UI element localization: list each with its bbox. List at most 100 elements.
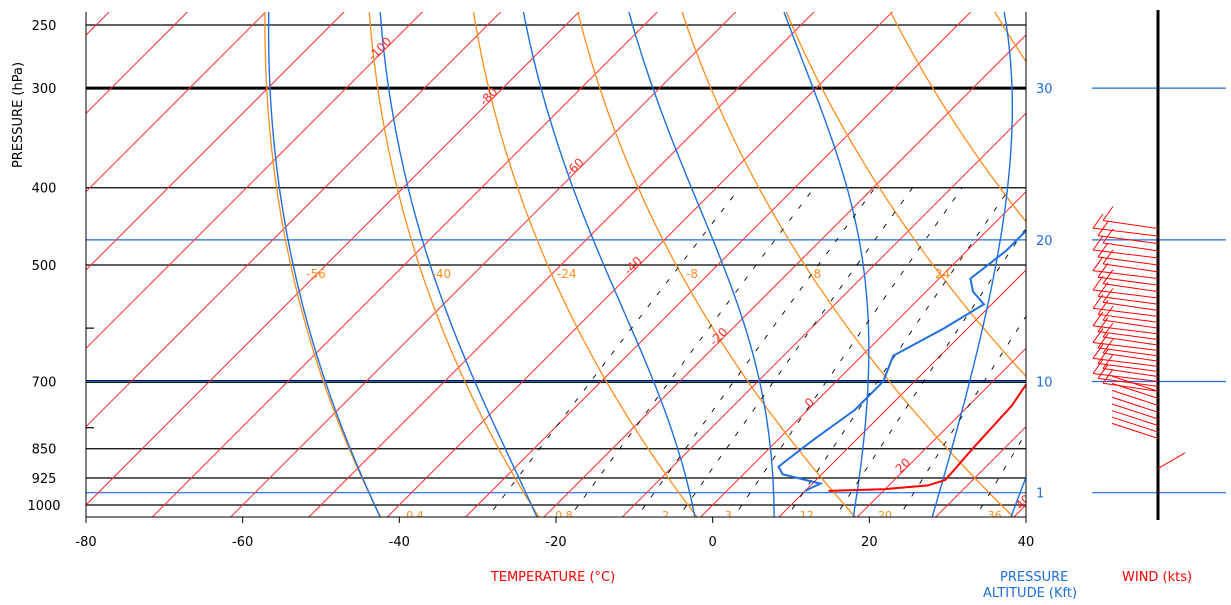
pressure-tick-label: 400 (32, 182, 57, 197)
isotherm-line (86, 12, 267, 193)
x-tick-label: -40 (389, 535, 410, 550)
dry-adiabat-label: 24 (935, 267, 950, 281)
y-axis-label: PRESSURE (hPa) (11, 62, 26, 168)
dry-adiabat-line (1058, 0, 1231, 538)
altitude-label-line2: ALTITUDE (Kft) (983, 586, 1077, 601)
isotherm-label: -40 (621, 254, 645, 278)
wind-barb-flag (1102, 322, 1114, 338)
mixing-ratio-line (636, 187, 876, 517)
isotherm-label: 40 (1013, 492, 1034, 513)
wind-barb-flag (1092, 344, 1104, 359)
wind-barb-shaft (1092, 341, 1159, 351)
moist-adiabat-lines (267, 12, 1026, 517)
pressure-tick-label: 700 (32, 376, 57, 391)
wind-barb-flag (1092, 311, 1104, 327)
x-tick-label: 40 (1018, 535, 1035, 550)
wind-barb-flag (1092, 256, 1104, 271)
x-tick-label: -20 (545, 535, 566, 550)
x-tick-label: -60 (232, 535, 253, 550)
dewpoint-profile (777, 229, 1026, 492)
mixing-ratio-line (678, 187, 913, 517)
wind-barb-shaft (1102, 336, 1159, 346)
moist-adiabat-line (267, 12, 381, 517)
mixing-ratio-label: 2 (662, 509, 669, 522)
wind-barb-shaft (1092, 307, 1159, 317)
wind-barb-flag (1097, 300, 1109, 315)
moist-adiabat-line (379, 12, 538, 517)
dry-adiabat-line (785, 12, 1026, 378)
isotherm-label: -60 (563, 155, 587, 179)
wind-barb-shaft (1157, 452, 1186, 469)
wind-barb-shaft (1111, 396, 1159, 413)
wind-barb-shaft (1097, 276, 1159, 286)
wind-barb-flag (1097, 262, 1109, 278)
altitude-axis: 30 20 10 1 (1036, 82, 1226, 502)
wind-barb-flag (1092, 213, 1104, 229)
dry-adiabat-line (472, 12, 698, 517)
wind-barb-shaft (1097, 313, 1159, 323)
wind-barb-flag (1097, 349, 1109, 364)
wind-barb-flag (1097, 242, 1109, 258)
mixing-ratio-label: 0.8 (555, 509, 573, 522)
wind-barb-shaft (1097, 235, 1159, 245)
wind-barb-shaft (1111, 403, 1159, 420)
mixing-ratio-label: 0.4 (406, 509, 424, 522)
mixing-ratio-line (898, 315, 1026, 517)
isotherm-line (621, 112, 1026, 517)
isotherm-line (543, 34, 1026, 517)
wind-barb-flag (1102, 269, 1114, 284)
isotherm-line (86, 12, 345, 271)
isotherm-line (86, 12, 424, 350)
wind-barb-shaft (1111, 382, 1159, 399)
mixing-ratio-line (834, 227, 1026, 517)
isotherm-line (1150, 0, 1231, 538)
pressure-tick-label: 300 (32, 82, 57, 97)
wind-barb-shaft (1092, 289, 1159, 299)
pressure-tick-label: 250 (32, 19, 57, 34)
wind-barb-flag (1097, 317, 1109, 332)
mixing-ratio-label: 20 (878, 509, 892, 522)
isotherm-label: 0 (802, 395, 817, 410)
wind-barb-flag (1092, 235, 1104, 251)
dry-adiabat-line (368, 12, 540, 517)
altitude-label-line1: PRESSURE (1000, 570, 1068, 585)
wind-barb-flag (1102, 288, 1114, 303)
wind-barb-shaft (1092, 373, 1159, 382)
wind-barb-flag (1102, 354, 1114, 369)
pressure-tick-label: 1000 (27, 499, 60, 514)
isotherm-label: 20 (893, 455, 914, 476)
wind-barb-shaft (1102, 301, 1159, 311)
mixing-ratio-line (569, 187, 815, 517)
wind-barb-flag (1097, 221, 1109, 236)
isotherm-lines (86, 0, 1231, 538)
isotherm-line (308, 12, 815, 517)
x-tick-label: 20 (861, 535, 878, 550)
mixing-ratio-line (733, 187, 963, 517)
wind-barb-flag (1097, 333, 1109, 349)
wind-barb-shaft (1111, 389, 1159, 406)
altitude-tick-label: 10 (1036, 376, 1053, 391)
isotherm-line (229, 12, 737, 517)
wind-barb-shaft (1092, 270, 1159, 280)
wind-barb-flag (1102, 338, 1114, 354)
moist-adiabat-line (628, 12, 775, 517)
dry-adiabat-line (577, 12, 857, 517)
wind-barb-shaft (1102, 220, 1159, 230)
dry-adiabat-label: -24 (557, 267, 577, 281)
wind-barb-shaft (1097, 377, 1159, 387)
isotherm-label: -20 (707, 325, 731, 349)
wind-barb-shaft (1097, 330, 1159, 340)
moist-adiabat-line (522, 12, 696, 517)
x-axis-label: TEMPERATURE (°C) (490, 570, 615, 585)
dry-adiabat-label: 8 (814, 267, 822, 281)
pressure-tick-label: 850 (32, 443, 57, 458)
dry-adiabat-line (994, 12, 1026, 63)
isotherm-line (86, 12, 189, 115)
isotherm-line (778, 269, 1026, 517)
dry-adiabat-lines (264, 0, 1231, 538)
wind-barb-shaft (1102, 319, 1159, 329)
isotherm-line (1013, 504, 1026, 517)
isobar-lines (86, 24, 1026, 506)
